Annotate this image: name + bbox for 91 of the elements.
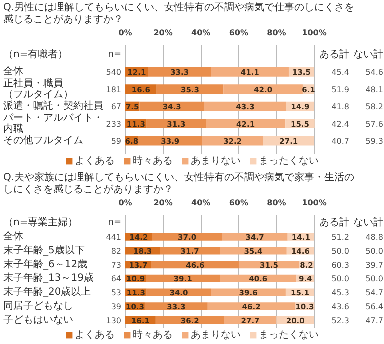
y-tick-label: 全体 [4, 230, 24, 243]
bar [211, 288, 286, 296]
text: 48.1 [366, 85, 384, 94]
bar [156, 84, 224, 94]
bar [224, 84, 303, 94]
y-tick-label: 末子年齢_13～19歳 [4, 272, 94, 284]
text: 50.0 [332, 274, 350, 284]
bar [222, 233, 288, 241]
x-tick-label: 0% [118, 28, 132, 38]
text: 40.7 [332, 136, 350, 146]
text: 56.4 [366, 302, 384, 312]
text: 67 [111, 102, 122, 112]
bar [202, 136, 264, 146]
text: 39.7 [366, 260, 384, 270]
bar [146, 288, 212, 296]
y-tick-label: 派遣・嘱託・契約社員 [4, 100, 104, 112]
y-tick-label: 末子年齢_6～12歳 [4, 258, 88, 270]
text: 82 [111, 246, 122, 256]
text: 51.9 [332, 85, 350, 94]
text: 59 [111, 136, 122, 146]
text: 50.0 [332, 246, 350, 256]
legend-label: まったくない [259, 155, 319, 168]
text: ある計 [320, 216, 350, 229]
y-tick-label: 子どもはいない [4, 314, 74, 326]
y-tick-label: 正社員・職員（フルタイム） [4, 77, 74, 100]
text: ない計 [354, 216, 384, 229]
legend-label: よくある [75, 329, 115, 342]
x-tick-label: 20% [154, 198, 173, 208]
legend-label: あまりない [191, 155, 241, 168]
text: 42.4 [332, 120, 350, 129]
text: 233 [106, 120, 122, 129]
text: ない計 [354, 48, 384, 60]
text: 64 [111, 274, 122, 284]
text: 48.8 [366, 233, 384, 242]
text: 60.3 [332, 260, 350, 270]
bar [204, 102, 286, 112]
y-tick-label: その他フルタイム [4, 134, 84, 146]
text: 45.3 [332, 288, 350, 298]
text: 540 [106, 68, 122, 78]
text: ある計 [320, 48, 350, 60]
bar [146, 119, 206, 129]
legend-label: あまりない [191, 329, 241, 342]
x-tick-label: 100% [302, 28, 327, 38]
y-tick-label: 末子年齢_20歳以上 [4, 286, 92, 298]
chart-title: Q.男性には理解してもらいにくい、女性特有の不調や病気で仕事のしにくさを感じることがありますか？ [4, 1, 355, 26]
x-tick-label: 40% [192, 198, 211, 208]
bar [140, 102, 204, 112]
text: 51.2 [332, 233, 350, 242]
bar [206, 119, 286, 129]
text: 58.2 [366, 102, 384, 112]
legend-label: 時々ある [133, 328, 173, 342]
text: 50.0 [366, 246, 384, 256]
bar [152, 233, 222, 241]
text: 59.3 [366, 136, 384, 146]
text: 181 [106, 85, 122, 94]
y-tick-label: 末子年齢_5歳以下 [4, 244, 85, 256]
text: 57.6 [366, 120, 384, 129]
text: 41.8 [332, 102, 350, 112]
text: 130 [106, 316, 122, 326]
x-tick-label: 80% [267, 198, 286, 208]
text: 54.6 [366, 68, 384, 78]
legend-label: よくある [75, 155, 115, 168]
text: （n=有職者） [4, 48, 68, 60]
x-tick-label: 100% [302, 198, 327, 208]
x-tick-label: 40% [192, 28, 211, 38]
text: （n=専業主婦） [4, 216, 78, 229]
y-tick-label: 全体 [4, 66, 24, 78]
y-tick-label: 同居子どもなし [4, 300, 74, 312]
text: 43.6 [332, 302, 350, 312]
bar [263, 136, 314, 146]
text: 47.7 [366, 316, 384, 326]
text: 54.7 [366, 288, 384, 298]
text: 73 [111, 260, 122, 270]
bar [211, 67, 289, 77]
text: 52.3 [332, 316, 350, 326]
legend-label: まったくない [259, 329, 319, 342]
text: n= [108, 218, 122, 228]
text: 45.4 [332, 68, 350, 78]
text: n= [108, 50, 122, 60]
chart-title: Q.夫や家族には理解してもらいにくい、女性特有の不調や病気で家事・生活のしにくさを感じることがありますか？ [4, 171, 355, 196]
x-tick-label: 80% [267, 28, 286, 38]
text: 53 [111, 288, 122, 298]
text: 39 [111, 302, 122, 312]
x-tick-label: 60% [229, 198, 248, 208]
text: 441 [106, 233, 122, 242]
x-tick-label: 20% [154, 28, 173, 38]
legend-label: 時々ある [133, 154, 173, 168]
x-tick-label: 0% [118, 198, 132, 208]
text: 50.0 [366, 274, 384, 284]
x-tick-label: 60% [229, 28, 248, 38]
y-tick-label: パート・アルバイト・内職 [2, 112, 104, 135]
